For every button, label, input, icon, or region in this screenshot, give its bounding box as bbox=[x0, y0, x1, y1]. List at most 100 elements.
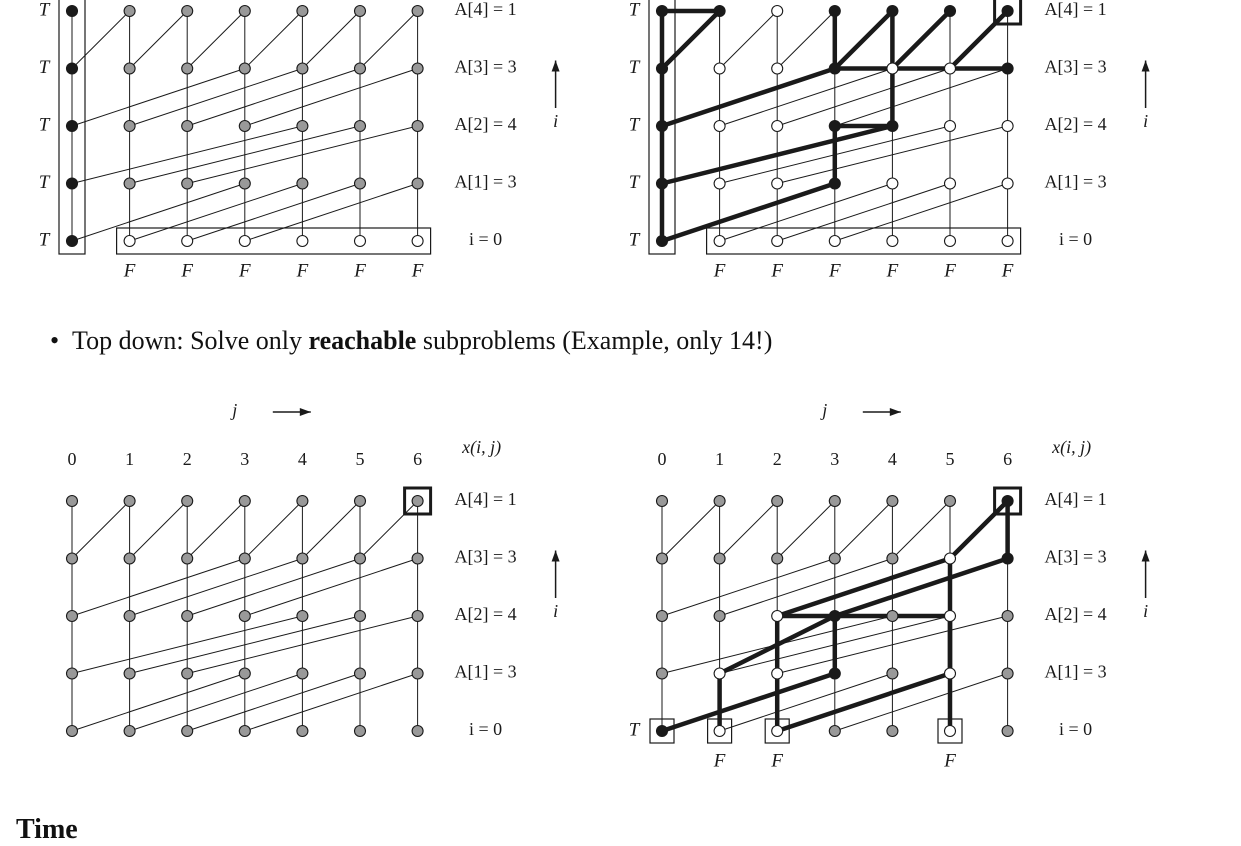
solution-path-segment bbox=[659, 671, 838, 734]
edge-diagonal bbox=[719, 68, 893, 127]
node-true bbox=[886, 4, 899, 18]
node-false bbox=[713, 119, 726, 133]
side-label: T bbox=[629, 229, 641, 250]
column-number: 6 bbox=[413, 449, 422, 469]
bottom-label: F bbox=[713, 260, 726, 281]
i-axis-arrow-head bbox=[1141, 60, 1150, 72]
node-computed bbox=[238, 119, 251, 133]
node-computed bbox=[411, 724, 424, 738]
base-cell-box bbox=[649, 718, 675, 744]
side-label: T bbox=[39, 172, 51, 193]
node-false bbox=[123, 234, 136, 248]
row-label: A[2] = 4 bbox=[1045, 114, 1107, 134]
node-computed bbox=[238, 552, 251, 565]
edge-diagonal bbox=[129, 68, 303, 127]
j-axis-arrow-head bbox=[299, 408, 311, 416]
node-true bbox=[828, 177, 841, 190]
node-computed bbox=[353, 552, 367, 565]
solution-path-segment bbox=[832, 556, 1010, 619]
x-ij-label: x(i, j) bbox=[461, 437, 501, 458]
solution-path-segment bbox=[774, 671, 953, 734]
solution-path-segment bbox=[659, 181, 838, 244]
node-computed bbox=[181, 609, 194, 623]
side-label: T bbox=[39, 57, 51, 78]
node-false bbox=[713, 234, 726, 248]
node-computed bbox=[353, 177, 367, 190]
node-computed bbox=[353, 667, 367, 680]
solution-path-segment bbox=[890, 8, 953, 71]
node-computed bbox=[181, 119, 194, 133]
node-computed bbox=[238, 667, 251, 680]
edge-diagonal bbox=[186, 500, 246, 559]
solution-path-segment bbox=[659, 123, 895, 186]
node-computed bbox=[886, 609, 899, 623]
node-computed bbox=[296, 609, 309, 623]
node-computed bbox=[65, 494, 79, 508]
edge-diagonal bbox=[776, 10, 836, 69]
edge-diagonal bbox=[777, 68, 951, 127]
base-cell-box bbox=[706, 718, 733, 744]
edge-diagonal bbox=[302, 10, 361, 69]
column-number: 1 bbox=[715, 449, 724, 469]
edge-diagonal bbox=[129, 183, 303, 242]
node-computed bbox=[123, 552, 136, 565]
bullet-prefix: Top down: Solve only bbox=[72, 326, 309, 355]
edge-diagonal bbox=[834, 68, 1008, 127]
node-true bbox=[1001, 494, 1014, 508]
node-computed bbox=[238, 62, 251, 75]
bottom-label: F bbox=[180, 260, 193, 281]
edge-diagonal bbox=[187, 558, 361, 617]
node-false bbox=[943, 177, 957, 190]
node-false bbox=[238, 234, 251, 248]
node-false bbox=[943, 609, 957, 623]
side-label: T bbox=[39, 229, 51, 250]
row-label: A[4] = 1 bbox=[1045, 489, 1107, 509]
node-false bbox=[943, 724, 957, 738]
bottom-label: F bbox=[411, 260, 424, 281]
row-label: A[1] = 3 bbox=[1045, 172, 1107, 192]
node-computed bbox=[411, 62, 424, 75]
column-number: 3 bbox=[830, 449, 839, 469]
node-computed bbox=[181, 667, 194, 680]
bullet-suffix: subproblems (Example, only 14!) bbox=[416, 326, 773, 355]
node-computed bbox=[296, 119, 309, 133]
solution-path-segment bbox=[774, 556, 953, 619]
row-label: i = 0 bbox=[469, 719, 502, 739]
edge-diagonal bbox=[244, 10, 303, 69]
node-false bbox=[886, 234, 899, 248]
edge-diagonal bbox=[71, 500, 130, 559]
panel-top-down-solved: A[4] = 1 A[3] = 3 A[2] = 4 A[1] = 3 i = 0 T F F… bbox=[629, 400, 1150, 771]
row-label: A[3] = 3 bbox=[1045, 547, 1107, 567]
side-label: T bbox=[629, 114, 641, 135]
goal-cell-box bbox=[993, 0, 1023, 26]
node-computed bbox=[181, 494, 194, 508]
node-computed bbox=[238, 177, 251, 190]
node-false bbox=[943, 234, 957, 248]
node-true bbox=[65, 234, 79, 248]
node-false bbox=[771, 609, 784, 623]
node-true bbox=[65, 62, 79, 75]
bottom-label: F bbox=[828, 260, 841, 281]
node-computed bbox=[65, 667, 79, 680]
node-computed bbox=[181, 177, 194, 190]
side-label: T bbox=[39, 0, 51, 20]
node-false bbox=[181, 234, 194, 248]
bottom-label: F bbox=[770, 260, 783, 281]
base-case-column-box bbox=[648, 0, 676, 255]
node-true bbox=[655, 234, 669, 248]
node-false bbox=[1001, 234, 1014, 248]
edge-diagonal bbox=[186, 10, 246, 69]
node-true bbox=[828, 4, 841, 18]
row-label: A[1] = 3 bbox=[455, 172, 517, 192]
row-label: A[1] = 3 bbox=[455, 662, 517, 682]
node-computed bbox=[123, 609, 136, 623]
edge-diagonal bbox=[892, 500, 951, 559]
node-computed bbox=[123, 177, 136, 190]
node-computed bbox=[1001, 724, 1014, 738]
node-false bbox=[828, 234, 841, 248]
base-cell-box bbox=[764, 718, 790, 744]
row-label: A[2] = 4 bbox=[455, 114, 517, 134]
base-case-row-box bbox=[115, 227, 432, 255]
column-number: 5 bbox=[946, 449, 955, 469]
